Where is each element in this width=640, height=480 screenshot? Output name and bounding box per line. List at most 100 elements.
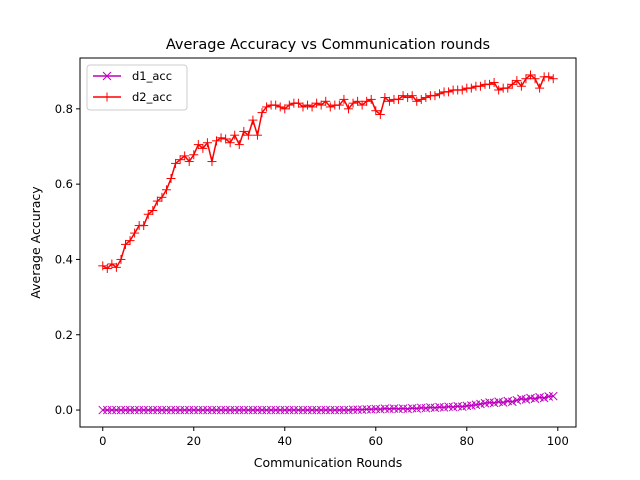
data-point-d2_acc (394, 94, 404, 104)
data-point-d2_acc (252, 130, 262, 140)
data-point-d2_acc (339, 94, 349, 104)
data-point-d1_acc (353, 405, 362, 415)
data-point-d2_acc (403, 93, 413, 103)
data-point-d2_acc (521, 74, 531, 84)
data-point-d1_acc (280, 405, 290, 415)
y-tick-label: 0.4 (55, 252, 73, 266)
data-point-d2_acc (525, 70, 535, 80)
data-point-d1_acc (166, 405, 176, 415)
data-point-d1_acc (193, 405, 203, 415)
data-point-d1_acc (102, 405, 112, 415)
data-point-d1_acc (330, 405, 340, 415)
data-point-d1_acc (216, 405, 226, 415)
data-point-d2_acc (348, 98, 358, 108)
data-point-d1_acc (239, 405, 249, 415)
y-tick-label: 0.0 (55, 403, 73, 417)
data-point-d1_acc (143, 405, 153, 415)
data-point-d2_acc (212, 136, 222, 146)
data-point-d2_acc (548, 74, 558, 84)
axis-ticks: 0 20 40 60 80 100 0.0 0.2 0.4 0.6 0.8 (55, 102, 569, 448)
data-point-d2_acc (161, 185, 171, 195)
data-point-d2_acc (239, 126, 249, 136)
data-point-d1_acc (203, 405, 212, 415)
data-point-d1_acc (266, 405, 276, 415)
data-point-d2_acc (398, 91, 408, 101)
data-point-d2_acc (293, 98, 303, 108)
data-point-d2_acc (189, 150, 199, 160)
data-point-d2_acc (384, 96, 394, 106)
x-tick-label: 20 (186, 434, 201, 448)
data-point-d2_acc (193, 140, 203, 150)
data-point-d1_acc (248, 405, 258, 415)
data-point-d2_acc (489, 77, 499, 87)
data-point-d1_acc (230, 405, 240, 415)
data-point-d1_acc (134, 405, 144, 415)
data-point-d2_acc (243, 130, 253, 140)
data-point-d1_acc (325, 405, 335, 415)
data-point-d2_acc (444, 87, 454, 97)
data-point-d1_acc (98, 405, 108, 415)
data-point-d2_acc (271, 100, 281, 110)
data-point-d1_acc (316, 405, 326, 415)
data-point-d1_acc (498, 398, 508, 407)
data-point-d2_acc (298, 102, 308, 112)
plot-frame (79, 57, 577, 428)
data-point-d1_acc (294, 405, 303, 415)
data-point-d2_acc (130, 228, 140, 238)
data-point-d2_acc (280, 104, 290, 114)
series-line-d1_acc (102, 395, 554, 411)
x-tick-label: 40 (277, 434, 292, 448)
data-point-d1_acc (362, 404, 372, 414)
data-point-d2_acc (357, 100, 367, 110)
legend-marker (102, 92, 112, 102)
data-point-d1_acc (112, 405, 121, 415)
data-point-d1_acc (189, 405, 199, 415)
chart-title: Average Accuracy vs Communication rounds (166, 37, 490, 53)
data-point-d2_acc (434, 89, 444, 99)
data-point-d1_acc (548, 391, 558, 401)
data-point-d2_acc (303, 100, 313, 110)
data-point-d1_acc (184, 405, 194, 415)
data-point-d2_acc (312, 98, 322, 108)
data-point-d2_acc (494, 85, 504, 95)
data-point-d1_acc (125, 405, 135, 415)
y-tick-label: 0.2 (55, 328, 73, 342)
data-point-d2_acc (111, 262, 121, 272)
data-point-d2_acc (157, 192, 167, 202)
data-point-d2_acc (139, 221, 149, 231)
data-point-d2_acc (275, 102, 285, 112)
data-point-d1_acc (271, 405, 281, 415)
x-tick-label: 100 (547, 434, 569, 448)
data-point-d1_acc (289, 405, 299, 415)
data-point-d1_acc (107, 405, 117, 415)
data-point-d1_acc (212, 405, 221, 415)
legend: d1_acc d2_acc (86, 64, 188, 111)
data-point-d2_acc (362, 96, 372, 106)
data-point-d1_acc (180, 405, 190, 415)
data-point-d2_acc (216, 133, 226, 143)
data-point-d2_acc (535, 83, 545, 93)
data-point-d2_acc (107, 259, 117, 269)
data-point-d2_acc (457, 85, 467, 95)
data-point-d2_acc (175, 155, 185, 165)
data-point-d2_acc (102, 263, 112, 273)
data-point-d1_acc (162, 405, 171, 415)
data-point-d2_acc (516, 81, 526, 91)
data-point-d2_acc (353, 96, 363, 106)
data-point-d2_acc (125, 236, 135, 246)
data-point-d2_acc (284, 100, 294, 110)
data-point-d2_acc (180, 151, 190, 161)
data-point-d2_acc (544, 72, 554, 82)
data-point-d2_acc (225, 138, 235, 148)
data-point-d1_acc (507, 397, 517, 407)
y-tick-label: 0.6 (55, 177, 73, 191)
x-axis-label: Communication Rounds (254, 455, 403, 470)
legend-marker (102, 71, 112, 81)
data-point-d2_acc (430, 91, 440, 101)
series-d2_acc (98, 70, 558, 273)
legend-item-d1_acc: d1_acc (93, 69, 172, 83)
data-point-d2_acc (98, 261, 108, 271)
data-point-d2_acc (343, 104, 353, 114)
data-point-d1_acc (321, 405, 331, 415)
data-point-d2_acc (152, 196, 162, 206)
